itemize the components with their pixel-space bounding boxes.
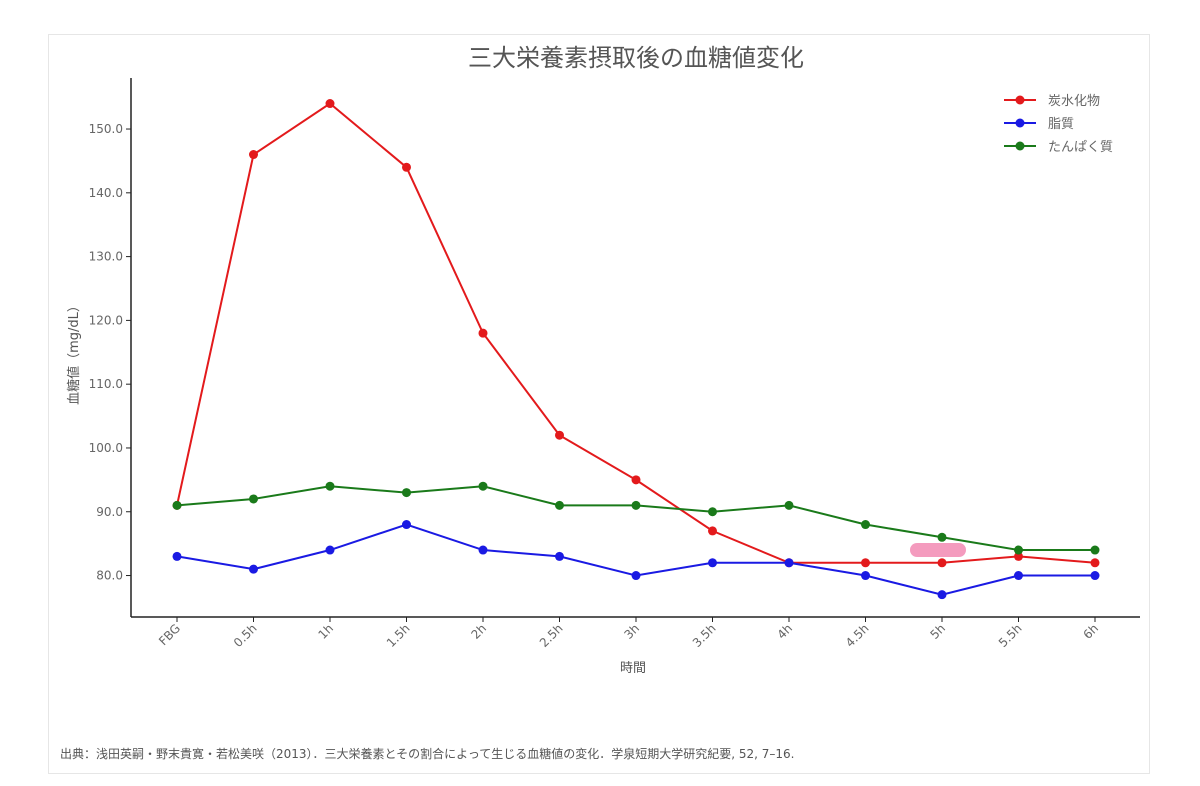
data-point: [1090, 571, 1100, 581]
data-point: [708, 558, 717, 568]
data-point: [402, 162, 411, 172]
y-tick-label: 140.0: [89, 186, 123, 200]
data-point: [861, 571, 870, 581]
data-point: [937, 558, 947, 568]
x-tick-label: 1.5h: [384, 621, 413, 650]
source-note: 出典：浅田英嗣・野末貴寛・若松美咲（2013）．三大栄養素とその割合によって生じ…: [60, 746, 794, 761]
legend-swatch-marker: [1015, 118, 1025, 128]
data-point: [937, 532, 947, 542]
data-point: [784, 500, 794, 510]
data-point: [402, 520, 411, 530]
x-tick-label: 4.5h: [843, 621, 872, 650]
x-ticks: FBG 0.5h 1h 1.5h 2h 2.5h 3h 3.5h 4h 4.5h 5h 5.5h 6h: [156, 617, 1101, 650]
y-tick-label: 90.0: [96, 505, 123, 519]
data-point: [172, 500, 182, 510]
y-tick-label: 100.0: [89, 441, 123, 455]
y-tick-label: 110.0: [89, 377, 123, 391]
series-layer: [172, 99, 1100, 600]
x-tick-label: 5h: [927, 621, 948, 642]
data-point: [478, 328, 488, 338]
x-tick-label: 1h: [315, 621, 336, 642]
y-tick-label: 80.0: [96, 569, 123, 583]
x-tick-label: 2.5h: [537, 621, 566, 650]
data-point: [325, 481, 335, 491]
data-point: [325, 99, 335, 109]
highlight-mark: [910, 543, 966, 557]
data-point: [631, 475, 641, 485]
x-tick-label: 4h: [774, 621, 795, 642]
x-tick-label: 6h: [1080, 621, 1101, 642]
x-tick-label: FBG: [156, 621, 183, 648]
series-line-2: [176, 485, 1095, 552]
series-line-1: [176, 523, 1095, 596]
y-axis-label: 血糖値（mg/dL）: [66, 299, 82, 405]
legend-label: 脂質: [1048, 117, 1074, 132]
legend-swatch-marker: [1015, 95, 1025, 105]
data-point: [1014, 545, 1023, 555]
y-tick-label: 120.0: [89, 313, 123, 327]
data-point: [249, 494, 258, 504]
data-point: [784, 558, 794, 568]
data-point: [555, 430, 564, 440]
data-point: [478, 545, 488, 555]
data-point: [249, 564, 258, 574]
chart-title: 三大栄養素摂取後の血糖値変化: [468, 44, 804, 72]
data-point: [861, 558, 870, 568]
data-point: [402, 488, 411, 498]
data-point: [631, 571, 641, 581]
chart-frame: [48, 34, 1150, 774]
data-point: [708, 507, 717, 517]
data-point: [555, 500, 564, 510]
x-axis-label: 時間: [620, 661, 646, 676]
data-point: [555, 551, 564, 561]
data-point: [249, 150, 258, 160]
data-point: [1090, 545, 1100, 555]
data-point: [325, 545, 335, 555]
legend-swatch-marker: [1015, 141, 1025, 151]
data-point: [708, 526, 717, 536]
data-point: [937, 590, 947, 600]
data-point: [478, 481, 488, 491]
y-tick-label: 130.0: [89, 250, 123, 264]
series-line-0: [176, 102, 1096, 564]
x-tick-label: 2h: [468, 621, 489, 642]
data-point: [631, 500, 641, 510]
x-tick-label: 3.5h: [690, 621, 719, 650]
data-point: [1014, 571, 1023, 581]
data-point: [1014, 551, 1023, 561]
data-point: [1090, 558, 1100, 568]
y-tick-label: 150.0: [89, 122, 123, 136]
legend-label: たんぱく質: [1048, 140, 1113, 155]
x-tick-label: 0.5h: [231, 621, 260, 650]
x-tick-label: 5.5h: [996, 621, 1025, 650]
data-point: [861, 520, 870, 530]
data-point: [172, 551, 182, 561]
y-ticks: 80.0 90.0 100.0 110.0 120.0 130.0 140.0 150.0: [89, 122, 131, 583]
legend-label: 炭水化物: [1048, 94, 1100, 109]
x-tick-label: 3h: [621, 621, 642, 642]
